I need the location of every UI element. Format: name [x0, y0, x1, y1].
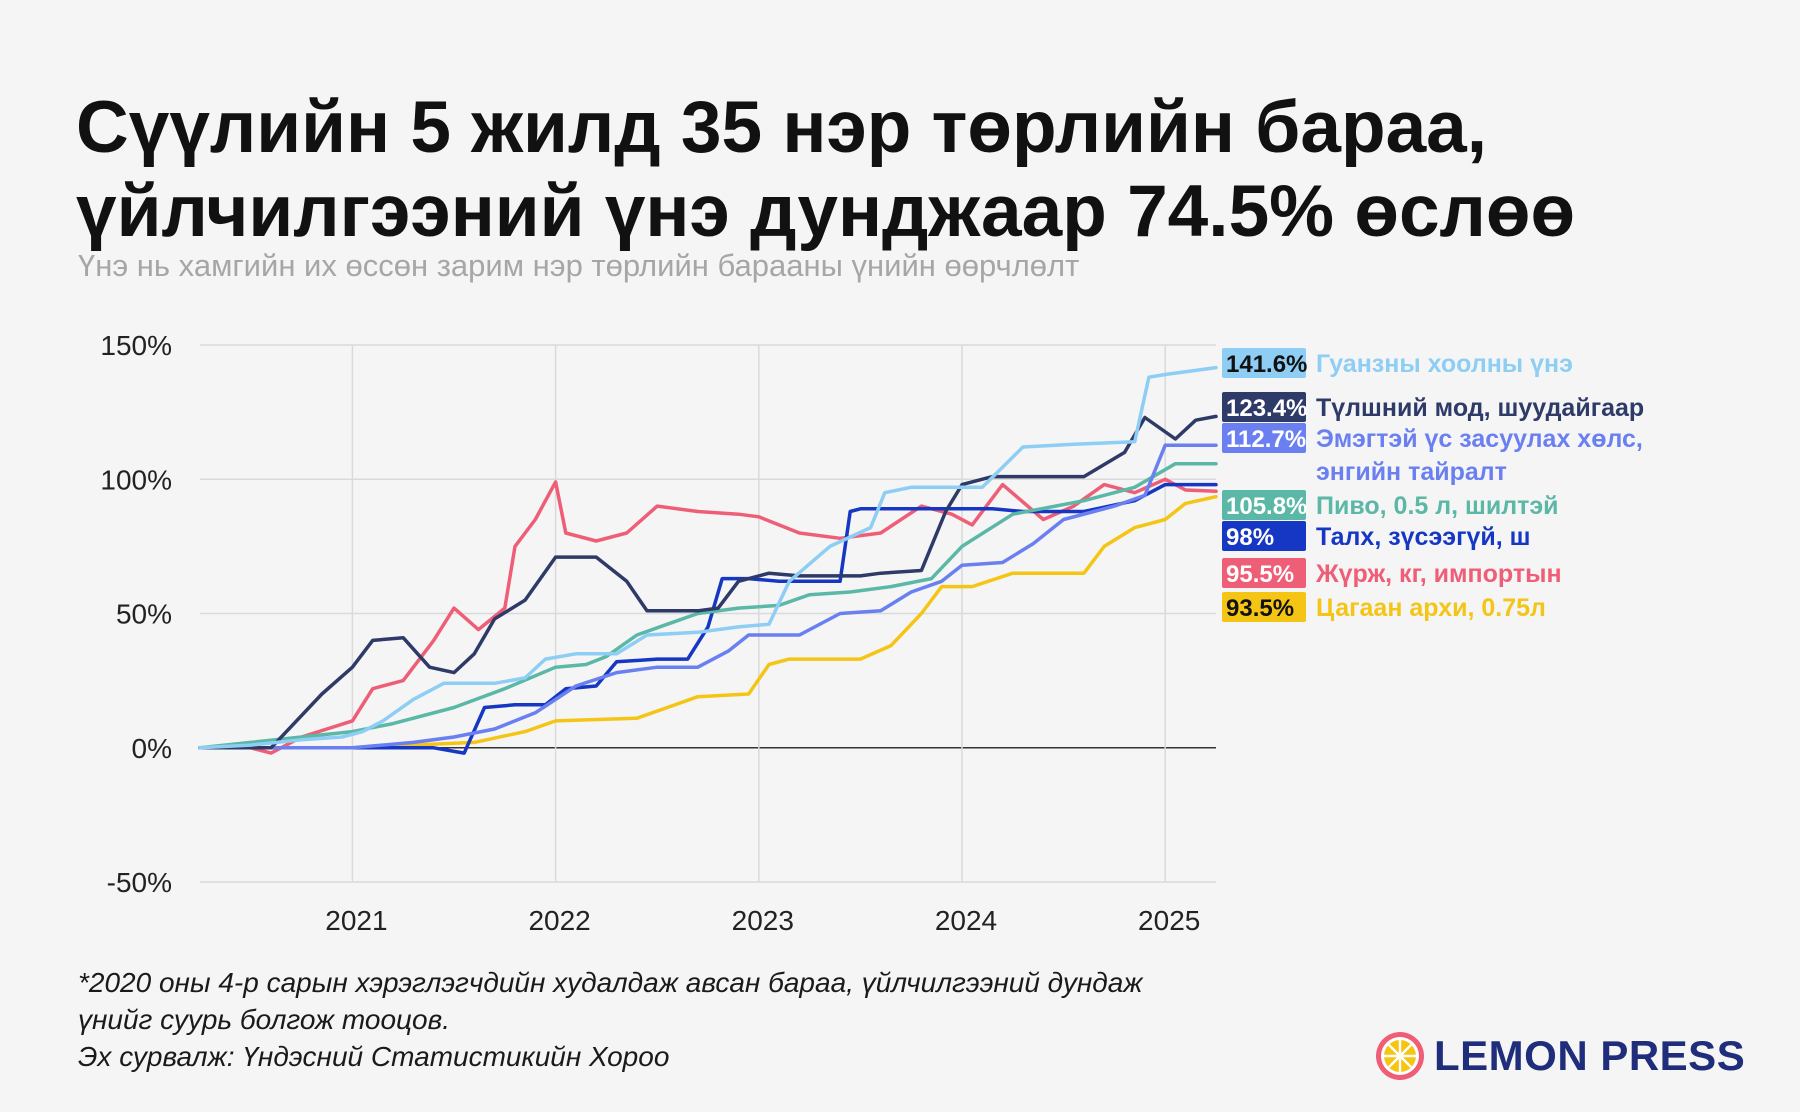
value-label: 95.5% [1226, 561, 1294, 588]
series-name-label: Гуанзны хоолны үнэ [1316, 350, 1573, 378]
x-tick-label: 2024 [935, 905, 997, 936]
value-badge [1222, 490, 1306, 520]
source-note: Эх сурвалж: Үндэсний Статистикийн Хороо [78, 1041, 670, 1072]
series-line [198, 494, 1218, 750]
y-tick-label: 50% [116, 599, 172, 630]
series-name-label: Жүрж, кг, импортын [1315, 560, 1562, 588]
footnote: *2020 оны 4-р сарын хэрэглэгчдийн худалд… [78, 964, 1143, 1075]
value-label: 141.6% [1226, 351, 1307, 378]
x-tick-label: 2023 [732, 905, 794, 936]
lemon-press-logo: LEMON PRESS [1374, 1026, 1745, 1086]
footnote-line-2: үнийг суурь болгож тооцов. [78, 1004, 451, 1035]
title-line-1: Сүүлийн 5 жилд 35 нэр төрлийн бараа, [76, 87, 1488, 168]
title-line-2: үйлчилгээний үнэ дунджаар 74.5% өслөө [76, 171, 1576, 252]
x-tick-label: 2021 [325, 905, 387, 936]
y-tick-label: 150% [100, 330, 172, 361]
legend-entry: 105.8% Пиво, 0.5 л, шилтэй [1222, 490, 1559, 520]
footnote-line-1: *2020 оны 4-р сарын хэрэглэгчдийн худалд… [78, 967, 1143, 998]
series-name-label: Пиво, 0.5 л, шилтэй [1316, 492, 1559, 520]
series-line [198, 477, 1218, 755]
legend-entry: 112.7% Эмэгтэй үс засуулах хөлс, энгийн та… [1222, 423, 1643, 486]
value-label: 112.7% [1226, 426, 1306, 453]
logo-text: LEMON PRESS [1434, 1032, 1746, 1079]
series-name-label: Эмэгтэй үс засуулах хөлс, энгийн тайралт [1316, 425, 1643, 486]
legend-entry: 123.4% Түлшний мод, шуудайгаар [1222, 392, 1644, 422]
legend-entry: 141.6% Гуанзны хоолны үнэ [1222, 348, 1573, 378]
series-line [198, 443, 1218, 750]
value-badge [1222, 392, 1306, 422]
legend-entry: 98% Талх, зүсээгүй, ш [1222, 521, 1531, 551]
subtitle: Үнэ нь хамгийн их өссөн зарим нэр төрлий… [78, 248, 1080, 283]
value-badge [1222, 592, 1306, 622]
legend-entry: 93.5% Цагаан архи, 0.75л [1222, 592, 1546, 622]
y-tick-label: -50% [107, 867, 172, 898]
value-badge [1222, 558, 1306, 588]
value-badge [1222, 423, 1306, 453]
lemon-icon [1376, 1032, 1424, 1080]
value-label: 93.5% [1226, 595, 1294, 622]
value-badge [1222, 348, 1306, 378]
value-badge [1222, 521, 1306, 551]
page-title: Сүүлийн 5 жилд 35 нэр төрлийн бараа, үйл… [76, 86, 1756, 254]
value-label: 123.4% [1226, 395, 1307, 422]
x-tick-label: 2025 [1138, 905, 1200, 936]
series-name-label: Түлшний мод, шуудайгаар [1316, 394, 1644, 422]
series-line [198, 461, 1218, 750]
y-tick-label: 100% [100, 464, 172, 495]
x-tick-label: 2022 [528, 905, 590, 936]
series-name-label: Цагаан архи, 0.75л [1316, 594, 1546, 622]
series-line [198, 365, 1218, 750]
series-name-label: Талх, зүсээгүй, ш [1316, 523, 1531, 551]
value-label: 98% [1226, 524, 1274, 551]
series-line [198, 414, 1218, 750]
legend-entry: 95.5% Жүрж, кг, импортын [1222, 558, 1562, 588]
line-chart: 150% 100% 50% 0% -50% 2021 2022 2023 2024 2025 14… [100, 330, 1644, 936]
y-tick-label: 0% [132, 733, 172, 764]
value-label: 105.8% [1226, 493, 1307, 520]
